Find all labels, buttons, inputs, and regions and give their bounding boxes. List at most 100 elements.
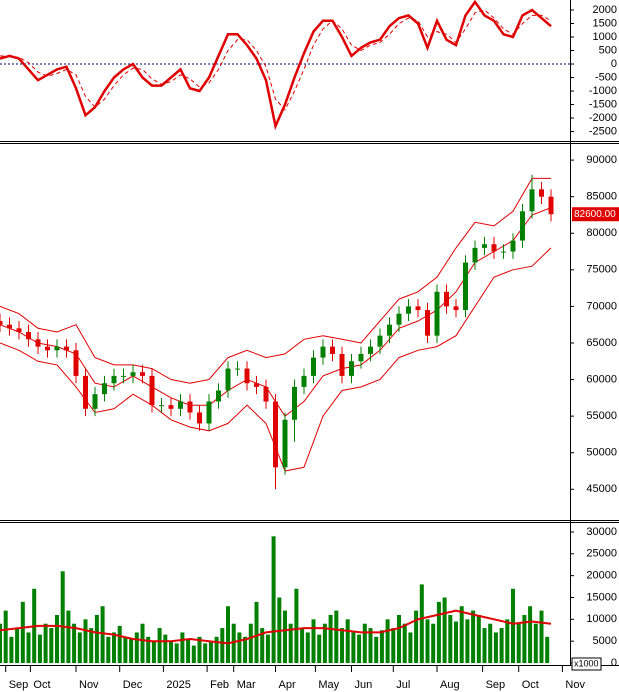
volume-bar <box>499 628 504 664</box>
candle-body <box>121 375 126 377</box>
volume-bar <box>237 632 242 664</box>
candle-body <box>216 390 221 402</box>
x-tick-label: Mar <box>237 679 256 691</box>
volume-bar <box>89 628 94 664</box>
volume-bar <box>157 628 162 664</box>
y-tick-label: 80000 <box>586 227 617 239</box>
volume-bar <box>436 601 441 664</box>
candle-body <box>54 346 60 351</box>
volume-bar <box>368 628 373 664</box>
candle-body <box>520 211 525 241</box>
x-tick-label: Aug <box>440 679 460 691</box>
candle-body <box>273 401 278 468</box>
candle-body <box>178 401 183 409</box>
candle-body <box>387 324 392 336</box>
candle-body <box>26 332 31 340</box>
y-tick-label: 0 <box>611 657 617 669</box>
volume-bar <box>357 634 362 664</box>
panel: 0 5000 10000 15000 20000 25000 30000 x1000 Sep Oc… <box>0 526 617 691</box>
volume-bar <box>476 614 481 664</box>
y-tick-label: 65000 <box>586 337 617 349</box>
volume-bar <box>26 632 31 664</box>
volume-bar <box>129 639 134 664</box>
volume-bar <box>391 628 396 664</box>
plot-area <box>0 0 570 131</box>
volume-bar <box>37 634 42 664</box>
y-tick-label: 10000 <box>586 613 617 625</box>
candle-body <box>244 368 250 384</box>
volume-bar <box>283 610 287 664</box>
volume-bar <box>414 610 419 664</box>
y-tick-label: 70000 <box>586 300 617 312</box>
volume-bar <box>397 614 401 664</box>
volume-bar <box>511 588 515 664</box>
x-tick-label: Jun <box>355 679 373 691</box>
y-tick-label: 30000 <box>586 526 617 538</box>
volume-bar <box>448 614 453 664</box>
candle-body <box>292 386 297 420</box>
volume-bar <box>174 643 179 664</box>
candle-body <box>92 394 98 409</box>
y-tick-label: 50000 <box>586 447 617 459</box>
candle-body <box>149 375 155 406</box>
candle-body <box>358 353 364 362</box>
candle-body <box>73 350 79 376</box>
volume-bar <box>385 619 390 664</box>
candle-body <box>311 357 316 376</box>
last-price-box <box>572 207 619 222</box>
candle-body <box>396 313 402 325</box>
volume-bar <box>123 636 128 664</box>
volume-bar <box>140 623 145 664</box>
volume-bar <box>459 606 464 664</box>
y-tick-label: 75000 <box>586 264 617 276</box>
x-tick-label: Sep <box>486 679 506 691</box>
volume-bar <box>208 641 213 664</box>
candle-body <box>130 372 136 376</box>
x-tick-label: Sep <box>9 679 29 691</box>
candle-body <box>377 335 383 347</box>
volume-bar <box>340 628 344 664</box>
volume-bar <box>533 623 538 664</box>
volume-bar <box>294 588 299 664</box>
volume-bar <box>49 628 54 664</box>
candle-body <box>320 346 326 358</box>
candle-body <box>444 291 449 307</box>
volume-bar <box>362 623 367 664</box>
volume-bar <box>539 610 544 664</box>
volume-bar <box>328 614 333 664</box>
volume-bar <box>146 636 151 664</box>
volume-bar <box>334 610 339 664</box>
candle-body <box>7 324 12 329</box>
y-tick-label: 85000 <box>586 191 617 203</box>
y-tick-label: -500 <box>595 71 617 83</box>
volume-bar <box>351 632 356 664</box>
volume-bar <box>322 623 327 664</box>
volume-bar <box>265 634 270 664</box>
candle-body <box>140 372 145 376</box>
volume-bar <box>431 623 436 664</box>
x-tick-label: 2025 <box>166 679 190 691</box>
signal-line <box>0 9 552 111</box>
volume-bar <box>231 623 236 664</box>
volume-bar <box>77 632 82 664</box>
volume-bar <box>72 623 77 664</box>
bollinger-band <box>0 177 551 384</box>
volume-bar <box>482 628 487 664</box>
volume-average <box>0 609 552 645</box>
volume-bar <box>186 639 191 664</box>
volume-bar <box>260 628 265 664</box>
candle-body <box>235 368 240 370</box>
candle-body <box>111 375 117 384</box>
volume-bar <box>180 632 185 664</box>
y-tick-label: 20000 <box>586 570 617 582</box>
y-tick-label: -2000 <box>589 112 617 124</box>
y-tick-label: 5000 <box>593 635 617 647</box>
y-tick-label: 2000 <box>593 4 617 16</box>
volume-bar <box>528 606 533 664</box>
candle-body <box>548 196 554 215</box>
volume-bar <box>408 632 413 664</box>
